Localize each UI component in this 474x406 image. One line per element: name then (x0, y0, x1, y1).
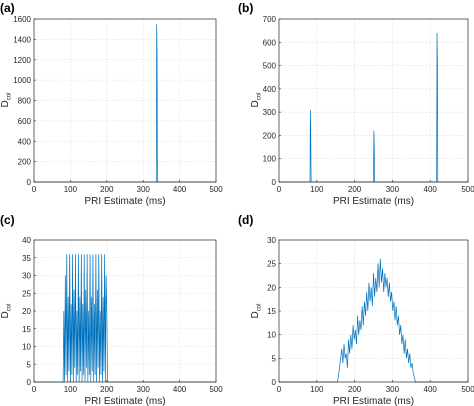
x-tick-label: 100 (64, 185, 78, 194)
y-tick-label: 10 (22, 343, 31, 352)
y-axis-label-sub: col (7, 304, 13, 312)
y-axis-label: Dcol (250, 93, 263, 108)
x-tick-label: 100 (310, 185, 324, 194)
series-line-1 (279, 32, 468, 183)
x-tick-label: 300 (386, 385, 400, 394)
y-tick-label: 800 (18, 97, 32, 106)
x-tick-label: 0 (32, 385, 37, 394)
axes-frame (278, 18, 469, 183)
y-tick-label: 35 (22, 254, 31, 263)
y-tick-label: 600 (18, 117, 32, 126)
series-line-1 (279, 258, 468, 383)
x-tick-label: 300 (386, 185, 400, 194)
y-tick-label: 15 (22, 325, 31, 334)
panel-1: 0 100 200 300 400 500 0 200 400 600 800 1000 1200 140… (0, 1, 223, 207)
panel-label: (c) (0, 213, 15, 227)
panel-3: 0 100 200 300 400 500 0 5 10 15 20 25 30 35 40 PRI Esti… (0, 213, 223, 406)
y-tick-label: 0 (272, 378, 277, 387)
panel-label: (d) (238, 213, 253, 227)
y-tick-label: 400 (263, 85, 277, 94)
y-tick-label: 300 (263, 108, 277, 117)
y-tick-label: 0 (27, 378, 32, 387)
y-tick-label: 1000 (13, 76, 31, 85)
y-tick-label: 500 (263, 62, 277, 71)
y-tick-label: 0 (272, 178, 277, 187)
x-tick-label: 300 (137, 185, 151, 194)
panel-label: (a) (0, 1, 15, 15)
y-axis-label: Dcol (250, 304, 263, 319)
y-axis-label-sub: col (257, 304, 263, 312)
x-tick-label: 500 (209, 185, 223, 194)
x-tick-label: 300 (137, 385, 151, 394)
y-tick-label: 100 (263, 155, 277, 164)
x-axis-label: PRI Estimate (ms) (84, 396, 165, 406)
y-tick-label: 600 (263, 38, 277, 47)
x-tick-label: 500 (461, 185, 474, 194)
x-tick-label: 400 (173, 185, 187, 194)
y-tick-label: 25 (22, 289, 31, 298)
y-axis-label-sub: col (257, 93, 263, 101)
y-tick-label: 30 (267, 236, 276, 245)
y-tick-label: 1200 (13, 56, 31, 65)
y-axis-label: Dcol (0, 93, 13, 108)
y-tick-label: 15 (267, 307, 276, 316)
x-tick-label: 200 (348, 385, 362, 394)
x-tick-label: 400 (173, 385, 187, 394)
y-tick-label: 5 (27, 360, 32, 369)
y-tick-label: 30 (22, 272, 31, 281)
x-tick-label: 200 (348, 185, 362, 194)
y-tick-label: 5 (272, 354, 277, 363)
y-tick-label: 400 (18, 137, 32, 146)
y-axis-label-sub: col (7, 93, 13, 101)
panel-label: (b) (238, 1, 253, 15)
y-tick-label: 20 (22, 307, 31, 316)
y-tick-label: 10 (267, 331, 276, 340)
x-tick-label: 100 (64, 385, 78, 394)
x-tick-label: 500 (461, 385, 474, 394)
y-tick-label: 25 (267, 260, 276, 269)
x-tick-label: 400 (424, 385, 438, 394)
y-tick-label: 1600 (13, 15, 31, 24)
y-tick-label: 200 (263, 131, 277, 140)
x-axis-label: PRI Estimate (ms) (333, 196, 414, 207)
x-axis-label: PRI Estimate (ms) (84, 196, 165, 207)
x-axis-label: PRI Estimate (ms) (333, 396, 414, 406)
y-axis-label-main: D (0, 100, 11, 107)
panel-4: 0 100 200 300 400 500 0 5 10 15 20 25 30 PRI Estimate… (238, 213, 474, 406)
y-tick-label: 700 (263, 15, 277, 24)
y-axis-label-main: D (250, 311, 261, 318)
x-tick-label: 200 (100, 385, 114, 394)
x-tick-label: 200 (100, 185, 114, 194)
x-tick-label: 0 (277, 185, 282, 194)
panel-2: 0 100 200 300 400 500 0 100 200 300 400 500 600 700 PR… (238, 1, 474, 207)
y-tick-label: 0 (27, 178, 32, 187)
y-axis-label: Dcol (0, 304, 13, 319)
y-axis-label-main: D (250, 100, 261, 107)
series-line-1 (34, 254, 216, 383)
x-tick-label: 0 (277, 385, 282, 394)
y-axis-label-main: D (0, 311, 11, 318)
x-tick-label: 400 (424, 185, 438, 194)
x-tick-label: 500 (209, 385, 223, 394)
x-tick-label: 0 (32, 185, 37, 194)
y-tick-label: 20 (267, 283, 276, 292)
y-tick-label: 40 (22, 236, 31, 245)
y-tick-label: 1400 (13, 35, 31, 44)
x-tick-label: 100 (310, 385, 324, 394)
y-tick-label: 200 (18, 158, 32, 167)
